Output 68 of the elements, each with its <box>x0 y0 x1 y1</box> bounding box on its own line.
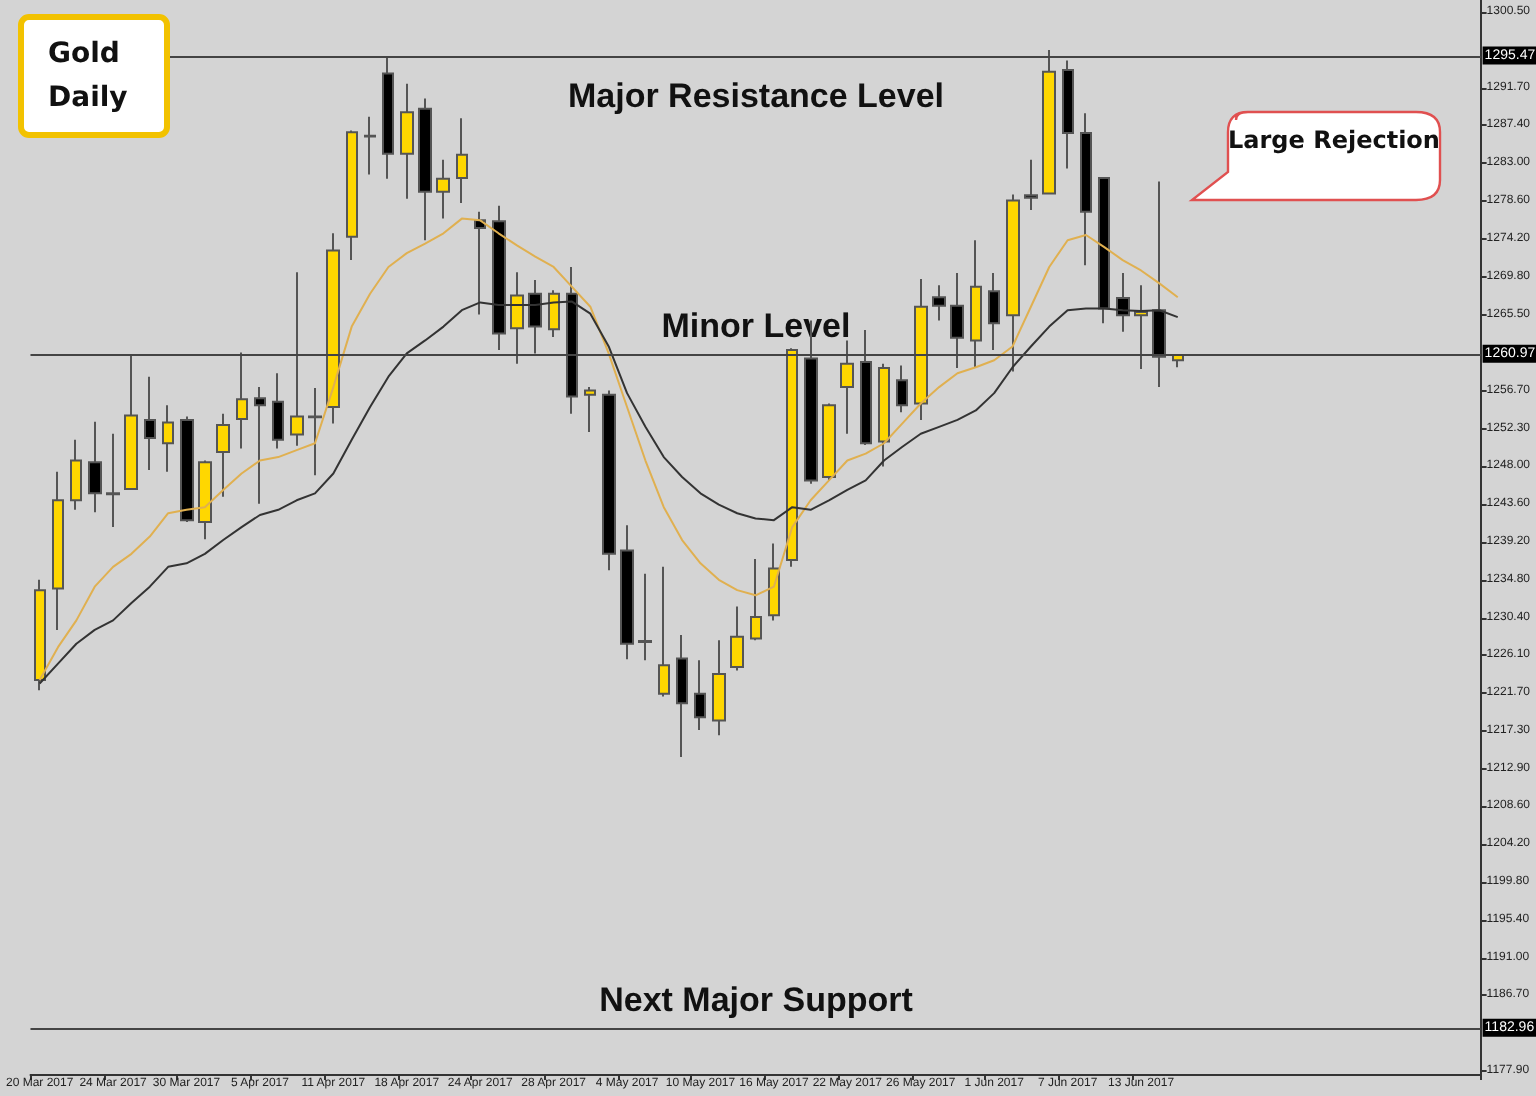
candlestick <box>1080 112 1092 267</box>
text: Gold Daily <box>48 38 130 114</box>
annotation: Next Major Support <box>599 980 914 1019</box>
candlestick <box>492 204 506 351</box>
candlestick <box>456 117 468 205</box>
candlestick <box>1152 180 1166 389</box>
candlestick <box>400 82 414 200</box>
candlestick <box>840 339 854 435</box>
candlestick <box>236 351 248 450</box>
candlestick <box>70 438 82 511</box>
candlestick <box>34 578 46 692</box>
candlestick <box>1006 193 1020 373</box>
candlestick <box>878 362 890 468</box>
candlestick <box>52 470 64 631</box>
candlestick <box>198 459 212 541</box>
candlestick <box>418 97 432 242</box>
candlestick <box>290 271 304 447</box>
candlestick <box>144 375 156 472</box>
candlestick <box>1024 158 1038 211</box>
candlestick <box>932 284 946 322</box>
candlestick <box>950 272 964 370</box>
candlestick <box>822 402 836 482</box>
candlestick <box>88 420 102 514</box>
candlestick <box>326 232 340 425</box>
candlestick <box>254 386 266 505</box>
candlestick <box>768 542 780 622</box>
candlestick <box>786 347 798 568</box>
candlestick <box>106 432 120 529</box>
candlestick <box>180 415 194 523</box>
text: Large Rejection <box>1228 124 1440 156</box>
candlestick <box>474 210 486 316</box>
candlestick <box>216 412 230 498</box>
candlestick <box>730 605 744 672</box>
candlestick <box>584 386 596 434</box>
candlestick <box>162 404 174 473</box>
candlestick <box>308 386 322 477</box>
candlestick <box>548 289 560 338</box>
candlestick <box>124 354 138 491</box>
candlestick <box>346 129 358 262</box>
candlestick <box>638 572 652 662</box>
candlestick <box>382 56 394 180</box>
candlestick <box>658 565 670 698</box>
candlestick <box>1042 49 1056 196</box>
candlestick <box>510 271 524 365</box>
candlestick <box>676 634 688 758</box>
candlestick <box>896 364 908 414</box>
candlestick <box>602 389 616 572</box>
line-series <box>38 300 1179 685</box>
candlestick <box>694 659 706 732</box>
candlestick <box>712 639 726 737</box>
candlestick <box>1116 272 1130 333</box>
candlestick <box>1098 176 1110 325</box>
candlestick <box>566 265 578 415</box>
candlestick <box>620 524 634 661</box>
candlestick <box>436 158 450 220</box>
candlestick <box>528 278 542 355</box>
line-series <box>38 217 1179 681</box>
candlestick <box>1062 59 1074 170</box>
candlestick <box>1134 284 1148 370</box>
candlestick <box>272 372 284 450</box>
candlestick <box>970 239 982 369</box>
candlestick <box>914 278 928 421</box>
candlestick <box>750 558 762 642</box>
candlestick <box>364 115 376 176</box>
candlestick <box>860 329 872 446</box>
annotation: Minor Level <box>661 306 851 345</box>
annotation: Major Resistance Level <box>567 76 945 115</box>
candlestick <box>988 272 1000 351</box>
